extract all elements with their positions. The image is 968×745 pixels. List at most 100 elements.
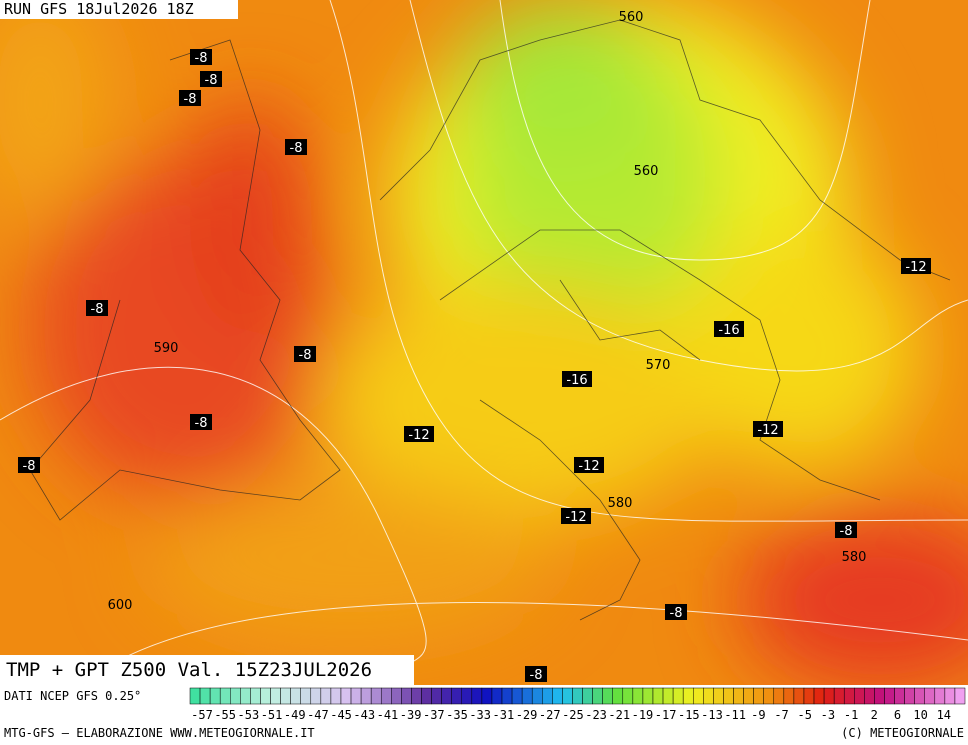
legend-tick-label: -51 <box>261 708 283 722</box>
height-label: 570 <box>646 358 671 373</box>
credit-label: MTG-GFS – ELABORAZIONE WWW.METEOGIORNALE… <box>4 726 315 740</box>
legend-tick-label: -9 <box>751 708 765 722</box>
label-box <box>835 522 857 538</box>
color-swatch <box>803 687 815 705</box>
color-swatch <box>340 687 352 705</box>
temperature-label: -16 <box>566 373 587 388</box>
color-swatch <box>310 687 322 705</box>
label-box <box>753 421 783 437</box>
legend-tick-label: -35 <box>446 708 468 722</box>
legend-tick-label: 2 <box>871 708 878 722</box>
color-swatch <box>401 687 412 705</box>
color-swatch <box>954 687 966 705</box>
color-swatch <box>592 687 603 705</box>
legend-tick-label: -7 <box>774 708 788 722</box>
color-swatch <box>350 687 362 705</box>
color-swatch <box>713 687 724 705</box>
color-swatch <box>421 687 432 705</box>
legend-tick-label: -37 <box>423 708 445 722</box>
temperature-label: -8 <box>91 302 104 317</box>
color-swatch <box>692 687 704 705</box>
legend-tick-label: -1 <box>844 708 858 722</box>
color-swatch <box>874 687 885 705</box>
color-swatch <box>582 687 593 705</box>
legend-tick-label: -29 <box>516 708 538 722</box>
label-box <box>525 666 547 682</box>
color-swatch <box>370 687 382 705</box>
height-label: 560 <box>619 10 644 25</box>
label-box <box>179 90 201 106</box>
color-swatch <box>612 687 624 705</box>
color-swatch <box>531 687 543 705</box>
label-box <box>665 604 687 620</box>
color-swatch <box>511 687 523 705</box>
height-label: 580 <box>608 496 633 511</box>
color-swatch <box>230 687 241 705</box>
legend-tick-label: -17 <box>655 708 677 722</box>
temperature-label: -12 <box>408 428 429 443</box>
legend-tick-label: -55 <box>214 708 236 722</box>
color-swatch <box>894 687 905 705</box>
temperature-label: -8 <box>840 524 853 539</box>
legend-tick-label: -5 <box>798 708 812 722</box>
legend-tick-label: -49 <box>284 708 306 722</box>
color-swatch <box>864 687 875 705</box>
label-box <box>404 426 434 442</box>
color-swatch <box>682 687 694 705</box>
temperature-label: -12 <box>565 510 586 525</box>
color-swatch <box>642 687 654 705</box>
color-swatch <box>441 687 452 705</box>
color-swatch <box>823 687 835 705</box>
color-swatch <box>431 687 442 705</box>
color-swatch <box>934 687 946 705</box>
color-swatch <box>300 687 312 705</box>
color-swatch <box>904 687 915 705</box>
color-swatch <box>199 687 211 705</box>
color-swatch <box>260 687 271 705</box>
color-swatch <box>652 687 664 705</box>
color-swatch <box>330 687 342 705</box>
color-swatch <box>854 687 865 705</box>
legend-tick-label: -33 <box>469 708 491 722</box>
color-swatch <box>572 687 583 705</box>
color-swatch <box>672 687 684 705</box>
label-box <box>574 457 604 473</box>
color-swatch <box>813 687 825 705</box>
color-swatch <box>471 687 483 705</box>
color-swatch <box>723 687 734 705</box>
label-box <box>285 139 307 155</box>
color-swatch <box>914 687 925 705</box>
legend-tick-label: 6 <box>894 708 901 722</box>
color-swatch <box>783 687 795 705</box>
run-label: RUN GFS 18Jul2026 18Z <box>4 0 194 18</box>
legend-tick-label: -13 <box>701 708 723 722</box>
color-swatch <box>763 687 775 705</box>
color-swatch <box>753 687 764 705</box>
color-swatch <box>622 687 634 705</box>
copyright-label: (C) METEOGIORNALE <box>841 726 964 740</box>
label-box <box>714 321 744 337</box>
color-swatch <box>743 687 754 705</box>
legend-tick-label: -27 <box>539 708 561 722</box>
temperature-label: -8 <box>184 92 197 107</box>
color-swatch <box>632 687 644 705</box>
color-swatch <box>542 687 553 705</box>
legend-tick-label: -15 <box>678 708 700 722</box>
title-box <box>0 655 414 685</box>
color-swatch <box>360 687 372 705</box>
color-swatch <box>290 687 301 705</box>
color-swatch <box>793 687 805 705</box>
legend-tick-label: -19 <box>632 708 654 722</box>
temperature-label: -12 <box>757 423 778 438</box>
legend-tick-label: -57 <box>191 708 213 722</box>
color-swatch <box>602 687 613 705</box>
color-swatch <box>461 687 473 705</box>
color-swatch <box>501 687 513 705</box>
label-box <box>190 414 212 430</box>
temperature-label: -8 <box>205 73 218 88</box>
temperature-field <box>0 0 968 690</box>
height-label: 580 <box>842 550 867 565</box>
height-label: 590 <box>154 341 179 356</box>
